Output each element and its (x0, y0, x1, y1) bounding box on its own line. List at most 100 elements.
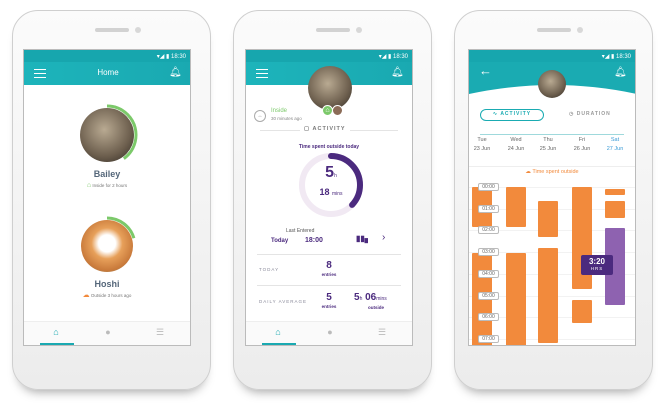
day-name: Thu (543, 137, 553, 143)
avg-entries: 5 (326, 292, 332, 303)
entries-label: entries (321, 272, 337, 277)
outside-bar[interactable] (506, 187, 526, 228)
outside-icon[interactable] (332, 105, 343, 116)
bottom-nav: ⌂ ● ☰ (246, 321, 412, 345)
home-icon[interactable]: ⌂ (53, 327, 59, 337)
gridline (469, 187, 635, 188)
avatar (80, 108, 134, 162)
activity-icon[interactable]: ● (327, 327, 333, 337)
tab-activity[interactable]: ∿ ACTIVITY (480, 109, 544, 121)
page-title: Home (97, 68, 119, 77)
outside-bar[interactable] (538, 248, 558, 344)
outside-bar[interactable] (605, 189, 625, 195)
active-tab-indicator (262, 343, 296, 345)
day-column-header[interactable]: Wed 24 Jun (500, 136, 532, 154)
day-name: Tue (477, 137, 487, 143)
hour-label: 06:00 (478, 313, 499, 322)
active-tab-indicator (40, 343, 74, 345)
status-bar: ▾◢ ▮ 18:30 (246, 50, 412, 62)
day-column-header[interactable]: Fri 26 Jun (566, 136, 598, 154)
activity-icon[interactable]: ● (105, 327, 111, 337)
day-date: 27 Jun (606, 146, 624, 152)
ring-hours: 5h (325, 164, 337, 181)
outside-bar-selected[interactable] (605, 228, 625, 305)
hour-label: 03:00 (478, 248, 499, 257)
list-icon[interactable]: ☰ (377, 327, 387, 337)
detail-screen: ▾◢ ▮ 18:30 🔔︎ ⌂ ↔ Inside 30 minutes ago … (245, 49, 413, 346)
status-bar: ▾◢ ▮ 18:30 (24, 50, 190, 62)
menu-icon[interactable] (34, 69, 46, 78)
hour-label: 07:00 (478, 334, 499, 343)
bell-icon[interactable]: 🔔︎ (614, 67, 627, 78)
pet-card-bailey[interactable] (76, 104, 138, 166)
day-date: 23 Jun (473, 146, 491, 152)
status-bar: ▾◢ ▮ 18:30 (469, 50, 635, 62)
menu-icon[interactable] (256, 69, 268, 78)
divider (469, 166, 635, 167)
day-name: Sat (610, 137, 620, 143)
day-column-header[interactable]: Thu 25 Jun (532, 136, 564, 154)
day-column-header[interactable]: Sat 27 Jun (599, 136, 631, 154)
avatar (538, 70, 566, 98)
chart-legend: ☁ Time spent outside (525, 169, 579, 175)
hour-label: 04:00 (478, 269, 499, 278)
day-name: Fri (578, 137, 586, 143)
tab-duration[interactable]: ◷ DURATION (569, 111, 611, 117)
pet-status: ☁ Outside 3 hours ago (82, 292, 132, 299)
day-date: 26 Jun (573, 146, 591, 152)
ring-title: Time spent outside today (298, 144, 360, 150)
duration-tooltip: 3:20 HRS (581, 255, 613, 275)
outside-bar[interactable] (506, 253, 526, 345)
bell-icon[interactable]: 🔔︎ (169, 67, 182, 78)
day-date: 24 Jun (507, 146, 525, 152)
last-entered-day: Today (271, 238, 289, 244)
avg-outside: 5h 06mins (354, 292, 387, 303)
last-entered-time: 18:00 (305, 237, 323, 244)
avatar (308, 66, 352, 110)
app-header: Home 🔔︎ (24, 62, 190, 85)
divider (257, 254, 401, 255)
divider (257, 285, 401, 286)
tab-underline (480, 134, 624, 135)
chart-screen: ▾◢ ▮ 18:30 ← 🔔︎ ∿ ACTIVITY ◷ DURATION Tu… (468, 49, 636, 346)
home-icon[interactable]: ⌂ (275, 327, 281, 337)
pet-name: Bailey (93, 169, 121, 179)
outside-ring (299, 153, 363, 217)
day-date: 25 Jun (539, 146, 557, 152)
daily-average-label: DAILY AVERAGE (259, 299, 308, 304)
house-icon: ⌂ (86, 182, 92, 189)
today-label: TODAY (259, 267, 280, 272)
today-entries: 8 (326, 260, 332, 271)
day-name: Wed (510, 137, 522, 143)
status-ring (77, 216, 137, 276)
hour-label: 00:00 (478, 183, 499, 191)
last-entered-label: Last Entered (286, 228, 315, 234)
status-ring (76, 104, 138, 166)
hour-label: 01:00 (478, 204, 499, 213)
bar-chart-icon[interactable]: ▮▮▖ (356, 234, 371, 243)
hour-label: 02:00 (478, 226, 499, 235)
outside-bar[interactable] (472, 253, 492, 345)
outside-bar[interactable] (572, 299, 592, 324)
door-icon: ↔ (254, 110, 266, 122)
back-arrow-icon[interactable]: ← (479, 63, 492, 78)
hour-label: 05:00 (478, 291, 499, 300)
outside-label: outside (368, 305, 385, 310)
pet-card-hoshi[interactable] (77, 216, 137, 276)
outside-bar[interactable] (538, 200, 558, 238)
location-time: 30 minutes ago (271, 116, 302, 121)
chevron-right-icon[interactable]: › (382, 232, 386, 243)
section-title: ▢ ACTIVITY (300, 126, 350, 132)
pet-status: ⌂ Inside for 2 hours (86, 182, 128, 189)
outside-bar[interactable] (605, 200, 625, 219)
day-column-header[interactable]: Tue 23 Jun (469, 136, 498, 154)
list-icon[interactable]: ☰ (155, 327, 165, 337)
ring-progress (299, 153, 363, 217)
bell-icon[interactable]: 🔔︎ (391, 67, 404, 78)
avatar (81, 220, 133, 272)
outside-icon: ☁ (82, 292, 90, 299)
home-screen: ▾◢ ▮ 18:30 Home 🔔︎ Bailey ⌂ Inside for 2… (23, 49, 191, 346)
ring-mins: 18 mins (319, 187, 343, 197)
location-status: Inside (271, 108, 288, 114)
pet-name: Hoshi (94, 279, 120, 289)
